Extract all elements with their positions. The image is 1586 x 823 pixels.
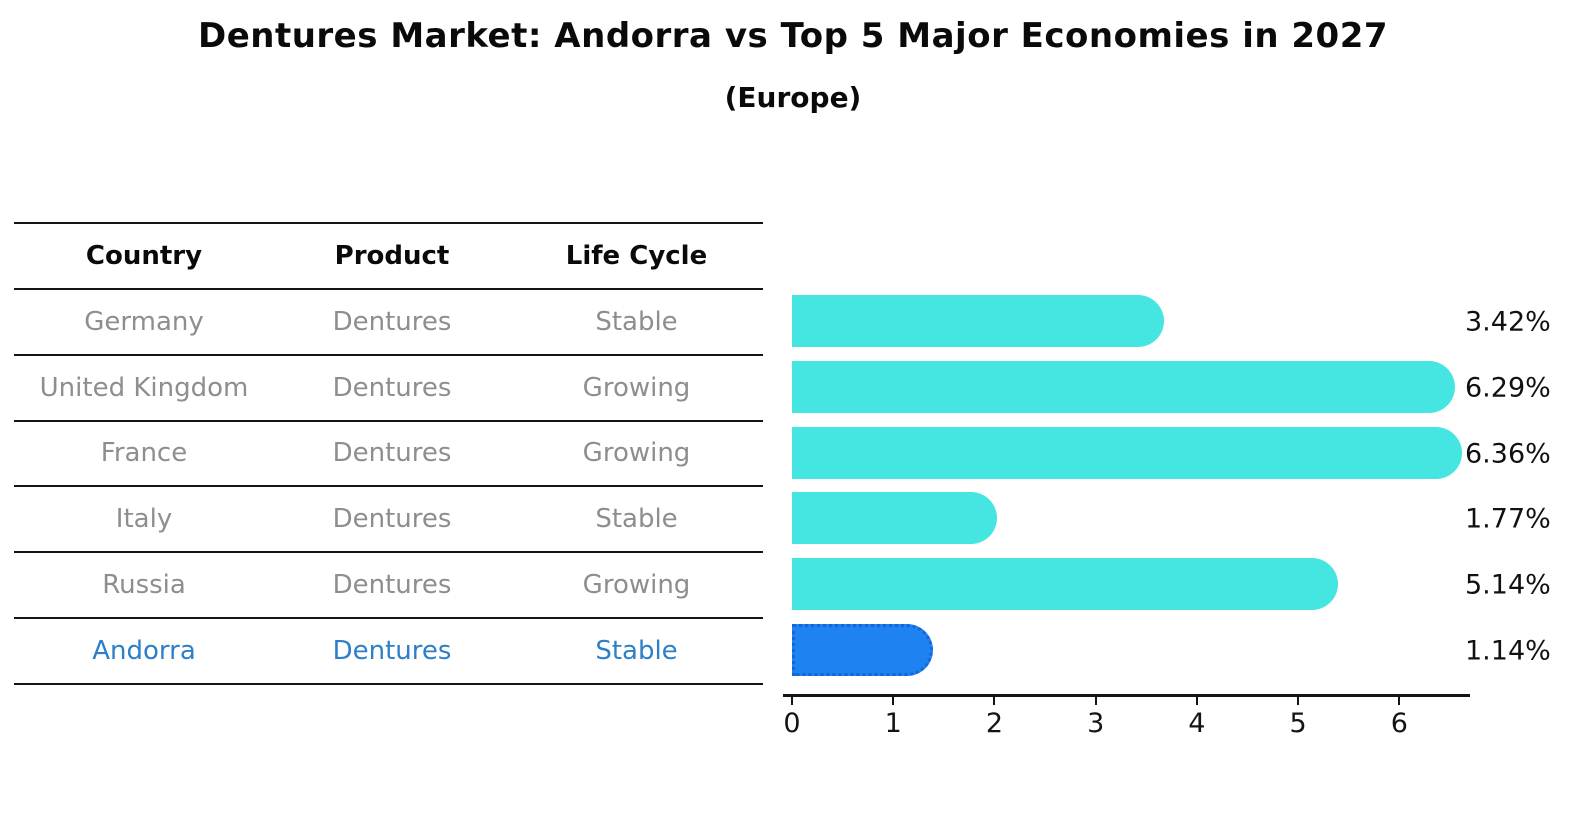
bar-andorra: [792, 624, 934, 677]
table-cell-lifecycle: Growing: [582, 438, 691, 469]
table-row: Italy Dentures Stable: [14, 485, 763, 551]
table-header-product: Product: [334, 240, 450, 271]
x-axis-tick: [993, 696, 996, 705]
bar-russia: [792, 558, 1339, 611]
table-header-lifecycle: Life Cycle: [565, 240, 708, 271]
table-cell-product: Dentures: [332, 372, 452, 403]
x-axis-tick: [791, 696, 793, 705]
table-cell-country: Russia: [102, 570, 186, 601]
bar-germany: [792, 294, 1165, 347]
bar-united-kingdom: [792, 360, 1455, 413]
x-axis-tick-label: 2: [985, 708, 1004, 739]
x-axis-tick-label: 5: [1289, 708, 1307, 739]
country-data-table: Country Product Life Cycle Germany Dentu…: [14, 222, 763, 685]
x-axis-tick-label: 3: [1087, 708, 1105, 739]
table-row: Germany Dentures Stable: [14, 287, 763, 354]
bar-value-label: 1.14%: [1465, 635, 1551, 667]
table-row: United Kingdom Dentures Growing: [14, 353, 763, 420]
table-cell-product: Dentures: [332, 306, 452, 337]
table-cell-product: Dentures: [332, 635, 452, 666]
table-row: Russia Dentures Growing: [14, 551, 763, 617]
table-cell-country: United Kingdom: [39, 372, 249, 403]
x-axis-line: [783, 694, 1470, 697]
x-axis-tick-label: 0: [783, 708, 801, 739]
table-header-country: Country: [85, 240, 203, 271]
table-body: Germany Dentures Stable United Kingdom D…: [14, 287, 763, 683]
table-cell-product: Dentures: [332, 570, 452, 601]
table-cell-lifecycle: Stable: [595, 504, 678, 535]
table-header-row: Country Product Life Cycle: [14, 222, 763, 288]
table-cell-product: Dentures: [332, 504, 452, 535]
x-axis-tick: [1195, 696, 1198, 705]
page-subtitle: (Europe): [724, 81, 862, 114]
x-axis-tick-label: 4: [1188, 708, 1206, 739]
bar-value-label: 1.77%: [1465, 503, 1551, 535]
x-axis-tick: [1297, 696, 1300, 705]
x-axis-tick-label: 6: [1390, 708, 1408, 739]
table-cell-lifecycle: Stable: [595, 635, 678, 666]
page-title: Dentures Market: Andorra vs Top 5 Major …: [197, 16, 1389, 56]
x-axis-tick: [1398, 696, 1401, 705]
table-cell-country: France: [100, 438, 188, 469]
table-cell-country: Andorra: [92, 635, 196, 666]
table-cell-lifecycle: Stable: [595, 306, 678, 337]
table-cell-lifecycle: Growing: [582, 570, 691, 601]
bar-value-label: 6.29%: [1465, 372, 1551, 404]
table-cell-country: Italy: [115, 504, 173, 535]
table-cell-lifecycle: Growing: [582, 372, 691, 403]
bar-value-label: 3.42%: [1465, 306, 1551, 338]
table-cell-product: Dentures: [332, 438, 452, 469]
x-axis-tick-label: 1: [884, 708, 902, 739]
table-row: France Dentures Growing: [14, 419, 763, 486]
x-axis-tick: [1094, 696, 1097, 705]
table-cell-country: Germany: [84, 306, 204, 337]
bar-value-label: 5.14%: [1465, 569, 1551, 601]
bar-france: [792, 426, 1462, 479]
x-axis-tick: [892, 696, 895, 705]
bar-italy: [792, 492, 998, 545]
bar-value-label: 6.36%: [1465, 438, 1551, 470]
table-row: Andorra Dentures Stable: [14, 617, 763, 683]
